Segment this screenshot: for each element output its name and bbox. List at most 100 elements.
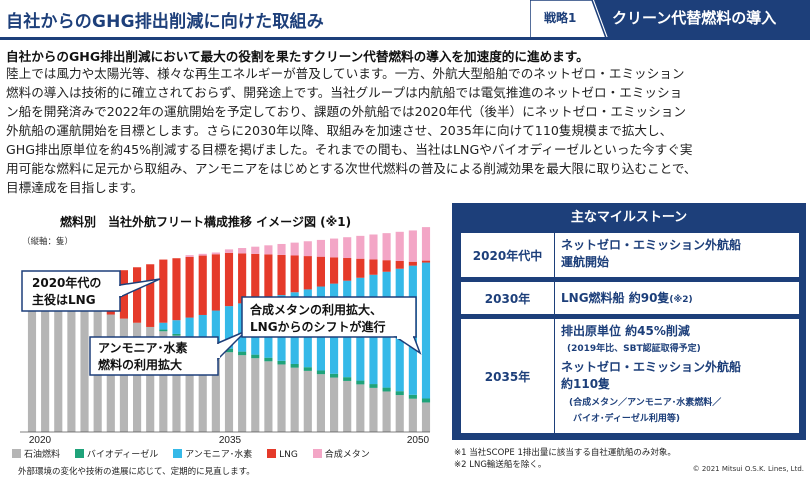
bar-segment xyxy=(224,306,234,349)
legend-label: 石油燃料 xyxy=(24,450,61,460)
bar-segment xyxy=(316,239,325,257)
copyright: © 2021 Mitsui O.S.K. Lines, Ltd. xyxy=(692,465,804,473)
milestone-line: LNG燃料船 約90隻 xyxy=(561,291,670,305)
callout-text: 燃料の利用拡大 xyxy=(98,357,182,372)
bar-segment xyxy=(290,255,299,293)
bar-segment xyxy=(238,253,247,304)
bar-segment xyxy=(224,348,234,353)
bar-segment xyxy=(172,333,181,336)
bar-segment xyxy=(159,329,168,332)
bar-segment xyxy=(198,314,207,343)
bar-segment xyxy=(421,260,431,263)
bar-segment xyxy=(303,241,312,257)
milestone-text: 約110隻 xyxy=(561,377,611,391)
bar-segment xyxy=(408,230,417,262)
bar-segment xyxy=(264,245,273,255)
bar-segment xyxy=(146,326,155,432)
bar-segment xyxy=(421,262,431,399)
bar-segment xyxy=(408,398,417,432)
bar-segment xyxy=(67,302,76,432)
lead-sentence: 自社からのGHG排出削減において最大の役割を果たすクリーン代替燃料の導入を加速度… xyxy=(6,49,589,64)
legend-swatch xyxy=(74,449,84,458)
bar-segment xyxy=(185,256,194,318)
bar-segment xyxy=(80,306,89,432)
legend-label: 合成メタン xyxy=(324,450,370,460)
legend-item: 合成メタン xyxy=(312,449,370,460)
bar-segment xyxy=(264,254,273,298)
legend-label: アンモニア･水素 xyxy=(185,450,253,460)
milestone-text: LNG燃料船 約90隻(※2) xyxy=(561,290,693,308)
bar-segment xyxy=(408,394,417,399)
milestone-year: 2035年 xyxy=(461,319,555,433)
callout-lng: 2020年代の 主役はLNG xyxy=(21,270,161,312)
bar-segment xyxy=(264,357,273,362)
milestone-year: 2030年 xyxy=(461,282,555,314)
milestone-subtext: (合成メタン／アンモニア･水素燃料／ xyxy=(569,398,722,408)
bar-segment xyxy=(290,367,299,432)
bar-segment xyxy=(421,227,431,261)
x-tick-label: 2020 xyxy=(29,435,52,446)
strategy-tab: 戦略1 クリーン代替燃料の導入 xyxy=(530,0,810,38)
bar-segment xyxy=(133,267,142,323)
milestone-text: ネットゼロ・エミッション外航船 xyxy=(561,238,742,252)
bar-segment xyxy=(159,322,168,330)
bar-segment xyxy=(277,243,286,255)
callout-methane: 合成メタンの利用拡大、 LNGからのシフトが進行 xyxy=(241,296,422,355)
milestone-subtext: バイオ･ディーゼル利用等) xyxy=(573,414,680,424)
body-line: 外航船の運航開始を目標とします。さらに2030年以降、取組みを加速させ、2035… xyxy=(6,123,673,138)
bar-segment xyxy=(369,387,378,432)
bar-segment xyxy=(382,260,391,272)
bar-segment xyxy=(356,258,365,278)
bar-segment xyxy=(382,233,391,261)
bar-segment xyxy=(369,384,378,388)
body-line: 燃料の導入は技術的に確立されておらず、開発途上です。当社グループは内航船では電気… xyxy=(6,85,683,100)
page-title: 自社からのGHG排出削減に向けた取組み xyxy=(6,12,324,32)
bar-segment xyxy=(172,335,181,432)
chart-title: 燃料別 当社外航フリート構成推移 イメージ図 (※1) xyxy=(60,215,352,229)
bar-segment xyxy=(356,235,365,259)
bar-segment xyxy=(395,391,404,396)
strategy-tab-shape xyxy=(530,0,810,38)
bar-segment xyxy=(343,380,352,432)
bar-segment xyxy=(343,377,352,381)
legend-swatch xyxy=(173,449,183,458)
body-line: 陸上では風力や太陽光等、様々な再生エネルギーが普及しています。一方、外航大型船舶… xyxy=(6,66,685,81)
bar-segment xyxy=(369,234,378,260)
body-line: ン船を開発済みで2022年の運航開始を予定しており、課題の外航船では2020年代… xyxy=(6,104,686,119)
bar-segment xyxy=(238,351,247,356)
bar-segment xyxy=(277,364,286,432)
bar-segment xyxy=(421,398,431,403)
bar-segment xyxy=(395,260,404,269)
bar-segment xyxy=(303,370,312,432)
bar-segment xyxy=(303,256,312,290)
chart-unit: （縦軸：隻） xyxy=(22,237,74,247)
bar-segment xyxy=(330,257,339,284)
strategy-number: 戦略1 xyxy=(544,11,577,25)
bar-segment xyxy=(159,259,168,323)
milestone-text: 排出原単位 約45%削減 xyxy=(561,324,690,338)
bar-segment xyxy=(54,299,63,432)
milestone-year: 2020年代中 xyxy=(461,233,555,277)
bar-segment xyxy=(224,352,234,432)
bar-segment xyxy=(330,373,339,378)
x-tick-label: 2050 xyxy=(407,435,430,446)
legend-item: LNG xyxy=(267,449,298,460)
bar-segment xyxy=(316,374,325,432)
bar-segment xyxy=(41,295,50,432)
milestone-text: ネットゼロ・エミッション外航船 xyxy=(561,360,742,374)
bar-segment xyxy=(251,354,260,359)
bar-segment xyxy=(316,256,325,287)
bar-segment xyxy=(277,360,286,365)
bar-segment xyxy=(382,391,391,432)
body-line: 用可能な燃料に足元から取組み、アンモニアをはじめとする次世代燃料の普及による削減… xyxy=(6,161,697,176)
bar-segment xyxy=(290,363,299,368)
callout-text: アンモニア･水素 xyxy=(98,340,188,355)
bar-segment xyxy=(185,255,194,257)
legend-item: バイオディーゼル xyxy=(74,449,159,460)
legend-swatch xyxy=(12,449,21,458)
bar-segment xyxy=(277,254,286,296)
legend-label: バイオディーゼル xyxy=(86,450,159,460)
bar-segment xyxy=(251,358,260,432)
bar-segment xyxy=(211,254,220,311)
bar-segment xyxy=(224,249,234,253)
